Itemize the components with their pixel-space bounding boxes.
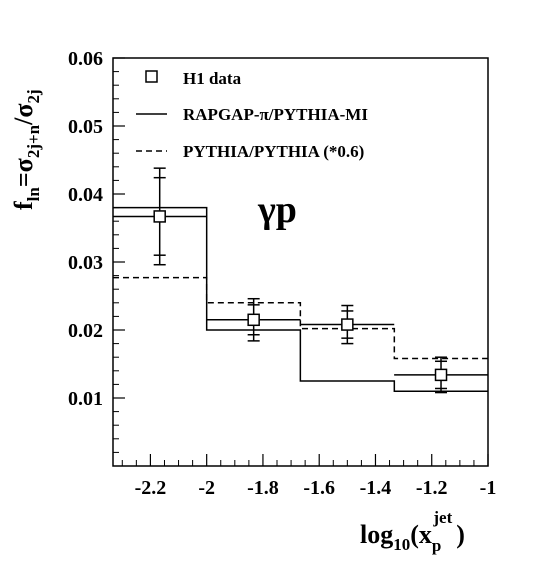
y-tick-label: 0.06	[68, 48, 103, 70]
y-tick-label: 0.03	[68, 252, 103, 274]
y-tick-label: 0.05	[68, 116, 103, 138]
x-tick-label: -2.2	[135, 477, 167, 499]
data-point	[394, 356, 488, 394]
data-marker	[341, 318, 354, 331]
x-tick-label: -2	[198, 477, 215, 499]
data-point	[206, 297, 301, 342]
x-tick-label: -1.8	[247, 477, 279, 499]
histogram-layer	[113, 206, 488, 392]
data-point	[300, 304, 395, 345]
data-marker	[153, 210, 166, 223]
x-tick-label: -1.6	[303, 477, 335, 499]
histogram-pythia	[113, 276, 488, 360]
legend: H1 data RAPGAP-π/PYTHIA-MI PYTHIA/PYTHIA…	[136, 69, 368, 161]
data-marker	[247, 313, 260, 327]
histogram-rapgap	[113, 206, 488, 392]
y-tick-label: 0.02	[68, 320, 103, 342]
ticks-layer: -2.2 -2 -1.8 -1.6 -1.4 -1.2 -1 0.01 0.02 0.03 0.04…	[68, 48, 496, 499]
legend-marker-h1	[145, 70, 158, 83]
legend-label-pythia: PYTHIA/PYTHIA (*0.6)	[183, 142, 364, 161]
x-tick-label: -1	[480, 477, 497, 499]
legend-label-rapgap: RAPGAP-π/PYTHIA-MI	[183, 105, 368, 124]
y-tick-label: 0.01	[68, 388, 103, 410]
data-points-layer	[112, 167, 488, 394]
data-marker	[434, 368, 448, 382]
data-point	[112, 167, 207, 266]
y-tick-label: 0.04	[68, 184, 103, 206]
x-tick-label: -1.4	[360, 477, 392, 499]
x-axis-title: log10(xpjet)	[360, 508, 465, 555]
y-axis-title: fln=σ2j+n/σ2j	[9, 89, 43, 210]
annotation-gamma-p: γp	[257, 189, 297, 231]
legend-label-h1: H1 data	[183, 69, 242, 88]
x-tick-label: -1.2	[416, 477, 448, 499]
